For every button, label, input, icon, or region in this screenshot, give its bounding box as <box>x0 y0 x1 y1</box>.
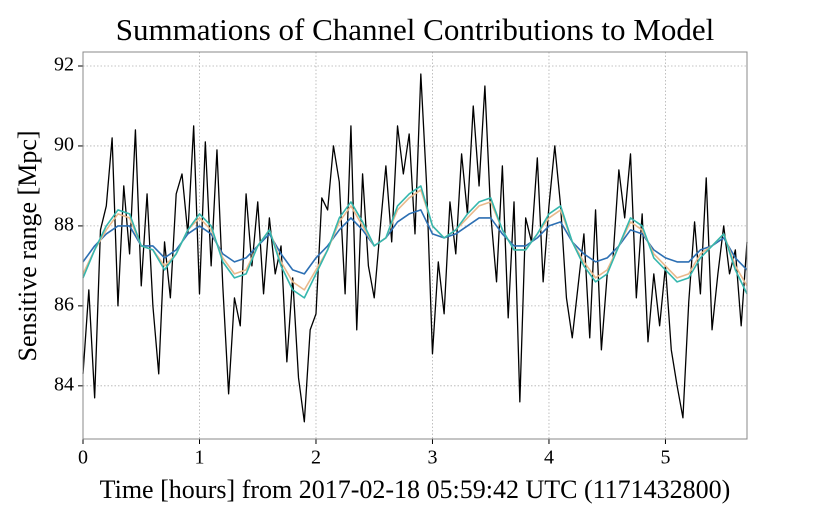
y-tick-label: 88 <box>54 214 74 236</box>
x-axis-label: Time [hours] from 2017-02-18 05:59:42 UT… <box>100 475 731 504</box>
x-tick-label: 3 <box>427 447 437 469</box>
x-tick-label: 0 <box>78 447 88 469</box>
series-line <box>82 185 748 299</box>
y-tick-label: 90 <box>54 134 74 156</box>
y-tick-label: 84 <box>54 373 74 395</box>
x-tick-label: 4 <box>544 447 554 469</box>
y-tick-label: 86 <box>54 293 74 315</box>
series-line <box>82 189 748 291</box>
x-tick-label: 2 <box>311 447 321 469</box>
y-tick-label: 92 <box>54 54 74 76</box>
y-axis-label: Sensitive range [Mpc] <box>13 130 42 361</box>
series-line <box>82 73 748 423</box>
x-tick-label: 5 <box>660 447 670 469</box>
x-tick-label: 1 <box>194 447 204 469</box>
chart-title: Summations of Channel Contributions to M… <box>116 12 714 47</box>
plot-frame <box>82 51 748 440</box>
series-line <box>82 209 748 275</box>
